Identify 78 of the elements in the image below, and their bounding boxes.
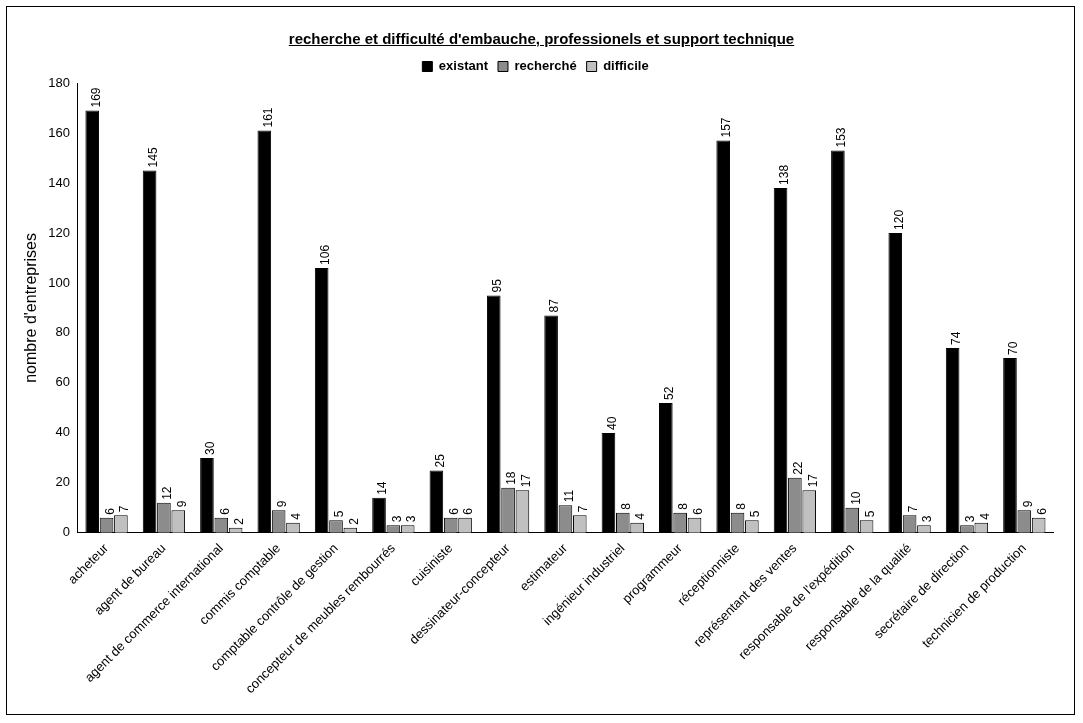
- bar: [314, 267, 329, 533]
- data-label: 4: [977, 512, 992, 520]
- data-label: 157: [719, 117, 734, 138]
- y-tick-label: 0: [62, 524, 70, 540]
- data-label: 10: [848, 491, 863, 505]
- data-label: 6: [447, 507, 462, 515]
- data-label: 12: [160, 486, 175, 500]
- bar: [142, 170, 157, 533]
- bar: [716, 140, 730, 533]
- data-label: 7: [905, 505, 920, 513]
- bar: [372, 497, 386, 533]
- bar: [831, 150, 845, 533]
- data-label: 30: [203, 441, 218, 455]
- data-label: 6: [690, 507, 705, 515]
- data-label: 25: [432, 453, 447, 468]
- data-label: 14: [375, 481, 390, 495]
- data-label: 2: [346, 517, 361, 525]
- y-tick-label: 180: [48, 74, 70, 90]
- data-label: 8: [733, 502, 748, 510]
- data-label: 2: [231, 517, 246, 525]
- data-label: 74: [948, 331, 963, 345]
- data-label: 52: [662, 386, 677, 400]
- data-label: 3: [404, 515, 419, 523]
- data-label: 7: [576, 505, 591, 513]
- data-label: 5: [332, 510, 347, 518]
- data-label: 87: [547, 298, 562, 313]
- data-label: 3: [920, 515, 935, 523]
- data-label: 3: [389, 515, 404, 523]
- data-label: 9: [274, 500, 289, 508]
- bar: [659, 402, 673, 533]
- y-tick-label: 20: [55, 474, 70, 490]
- bar: [945, 347, 960, 533]
- y-tick-label: 80: [55, 324, 70, 340]
- data-label: 8: [619, 502, 634, 510]
- bar: [486, 295, 501, 533]
- legend-label: recherché: [514, 58, 577, 74]
- y-axis-title: nombre d'entreprises: [22, 233, 40, 383]
- data-label: 3: [963, 515, 978, 523]
- data-label: 9: [1020, 500, 1035, 508]
- y-tick-label: 120: [48, 224, 70, 240]
- data-label: 5: [862, 510, 877, 518]
- data-label: 7: [117, 505, 132, 513]
- bar: [200, 457, 214, 533]
- data-label: 145: [145, 147, 160, 168]
- data-label: 11: [561, 489, 576, 503]
- data-label: 22: [791, 461, 806, 475]
- data-label: 9: [174, 500, 189, 508]
- y-tick-label: 60: [55, 374, 70, 390]
- data-label: 6: [461, 507, 476, 515]
- y-tick-label: 160: [48, 124, 70, 140]
- data-label: 5: [748, 510, 763, 518]
- data-label: 40: [604, 416, 619, 430]
- data-label: 4: [633, 512, 648, 520]
- data-label: 8: [676, 502, 691, 510]
- data-label: 6: [102, 507, 117, 515]
- data-label: 161: [260, 107, 275, 128]
- data-label: 70: [1006, 341, 1021, 355]
- data-label: 17: [805, 473, 820, 488]
- data-label: 120: [891, 209, 906, 230]
- data-label: 153: [834, 127, 849, 148]
- legend-label: existant: [438, 58, 489, 74]
- data-label: 6: [217, 507, 232, 515]
- data-label: 17: [518, 473, 533, 488]
- data-label: 95: [490, 278, 505, 293]
- data-label: 6: [1034, 507, 1049, 515]
- y-tick-label: 140: [48, 174, 70, 190]
- data-label: 18: [504, 471, 519, 485]
- y-tick-label: 100: [48, 274, 70, 290]
- data-label: 4: [289, 512, 304, 520]
- data-label: 169: [88, 87, 103, 108]
- bar: [544, 315, 558, 533]
- bar: [1003, 357, 1017, 533]
- y-tick-label: 40: [55, 424, 70, 440]
- chart-title: recherche et difficulté d'embauche, professionels et support technique: [287, 30, 796, 47]
- bar: [773, 187, 788, 533]
- data-label: 138: [776, 164, 791, 185]
- data-label: 106: [317, 244, 332, 265]
- legend-label: difficile: [603, 58, 649, 74]
